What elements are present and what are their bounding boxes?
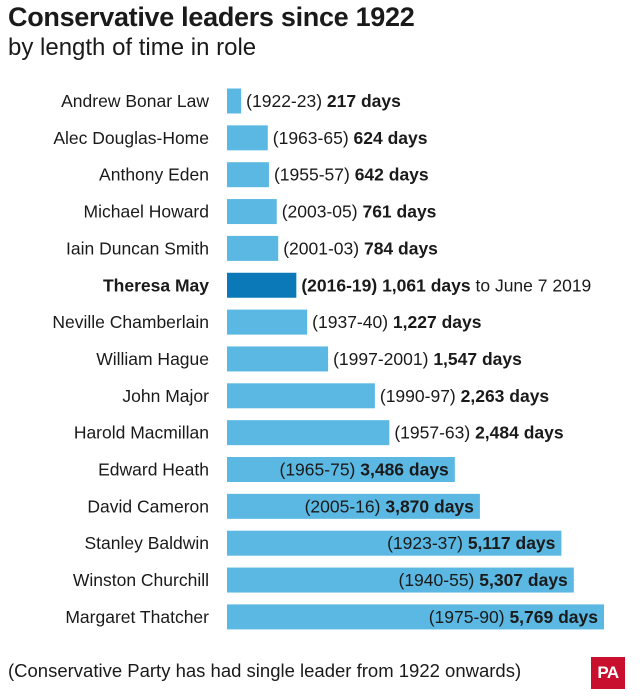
value-label-michael-howard: (2003-05) 761 days [282,202,437,222]
days-label: 5,769 days [509,607,598,627]
category-label-theresa-may: Theresa May [103,275,209,295]
days-label: 5,307 days [479,570,568,590]
period-label: (1957-63) [394,423,475,443]
value-label-william-hague: (1997-2001) 1,547 days [333,349,522,369]
category-label-winston-churchill: Winston Churchill [73,570,209,590]
category-label-iain-duncan-smith: Iain Duncan Smith [66,238,209,258]
value-label-edward-heath: (1965-75) 3,486 days [280,460,450,480]
pa-logo: PA [591,657,625,689]
days-label: 761 days [362,202,436,222]
footnote: (Conservative Party has had single leade… [8,660,522,681]
days-label: 784 days [364,238,438,258]
days-label: 217 days [327,91,401,111]
bar-alec-douglas-home [227,125,268,151]
days-label: 624 days [354,128,428,148]
category-label-edward-heath: Edward Heath [98,460,209,480]
period-label: (1923-37) [387,533,468,553]
value-label-stanley-baldwin: (1923-37) 5,117 days [387,533,556,553]
category-label-william-hague: William Hague [96,349,209,369]
bar-iain-duncan-smith [227,235,279,261]
value-label-anthony-eden: (1955-57) 642 days [274,165,429,185]
period-label: (2003-05) [282,202,363,222]
bar-margaret-thatcher [227,604,604,630]
period-label: (2001-03) [283,238,364,258]
period-label: (1990-97) [380,386,461,406]
category-label-michael-howard: Michael Howard [84,202,209,222]
period-label: (1922-23) [246,91,327,111]
category-label-stanley-baldwin: Stanley Baldwin [84,533,209,553]
value-label-neville-chamberlain: (1937-40) 1,227 days [312,312,482,332]
category-label-alec-douglas-home: Alec Douglas-Home [53,128,209,148]
days-label: 3,870 days [385,496,474,516]
category-label-margaret-thatcher: Margaret Thatcher [65,607,209,627]
days-label: 642 days [355,165,429,185]
period-label: (1937-40) [312,312,393,332]
bar-william-hague [227,346,329,372]
category-label-harold-macmillan: Harold Macmillan [74,423,209,443]
days-label: 1,547 days [433,349,522,369]
value-label-winston-churchill: (1940-55) 5,307 days [399,570,569,590]
value-label-iain-duncan-smith: (2001-03) 784 days [283,238,438,258]
value-label-margaret-thatcher: (1975-90) 5,769 days [429,607,599,627]
period-label: (1965-75) [280,460,361,480]
period-label: (1975-90) [429,607,510,627]
chart-subtitle: by length of time in role [8,34,257,61]
days-label: 2,263 days [461,386,550,406]
bar-andrew-bonar-law [227,88,242,114]
days-label: 1,227 days [393,312,482,332]
days-label: 3,486 days [360,460,449,480]
value-label-john-major: (1990-97) 2,263 days [380,386,550,406]
annotation-label: to June 7 2019 [471,275,592,295]
bar-john-major [227,383,375,409]
bar-theresa-may [227,272,297,298]
days-label: 2,484 days [475,423,564,443]
bar-stanley-baldwin [227,530,562,556]
bar-edward-heath [227,457,455,482]
period-label: (2005-16) [305,496,386,516]
category-label-andrew-bonar-law: Andrew Bonar Law [61,91,209,111]
bar-david-cameron [227,493,480,519]
bar-winston-churchill [227,567,574,593]
days-label: 5,117 days [468,533,556,553]
period-label: (1963-65) [273,128,354,148]
value-label-alec-douglas-home: (1963-65) 624 days [273,128,428,148]
days-label: 1,061 days [382,275,471,295]
bar-neville-chamberlain [227,309,308,335]
bar-michael-howard [227,199,277,225]
value-label-andrew-bonar-law: (1922-23) 217 days [246,91,401,111]
bar-harold-macmillan [227,420,390,446]
value-label-harold-macmillan: (1957-63) 2,484 days [394,423,564,443]
category-label-anthony-eden: Anthony Eden [99,165,209,185]
value-label-theresa-may: (2016-19) 1,061 days to June 7 2019 [301,275,591,295]
bar-chart: Andrew Bonar Law (1922-23) 217 days Alec D… [52,88,604,630]
category-label-john-major: John Major [122,386,209,406]
value-label-david-cameron: (2005-16) 3,870 days [305,496,475,516]
period-label: (1997-2001) [333,349,433,369]
period-label: (1955-57) [274,165,355,185]
period-label: (1940-55) [399,570,480,590]
chart-title: Conservative leaders since 1922 [8,2,415,32]
category-label-neville-chamberlain: Neville Chamberlain [52,312,209,332]
bar-anthony-eden [227,162,269,188]
category-label-david-cameron: David Cameron [87,496,209,516]
period-label: (2016-19) [301,275,382,295]
